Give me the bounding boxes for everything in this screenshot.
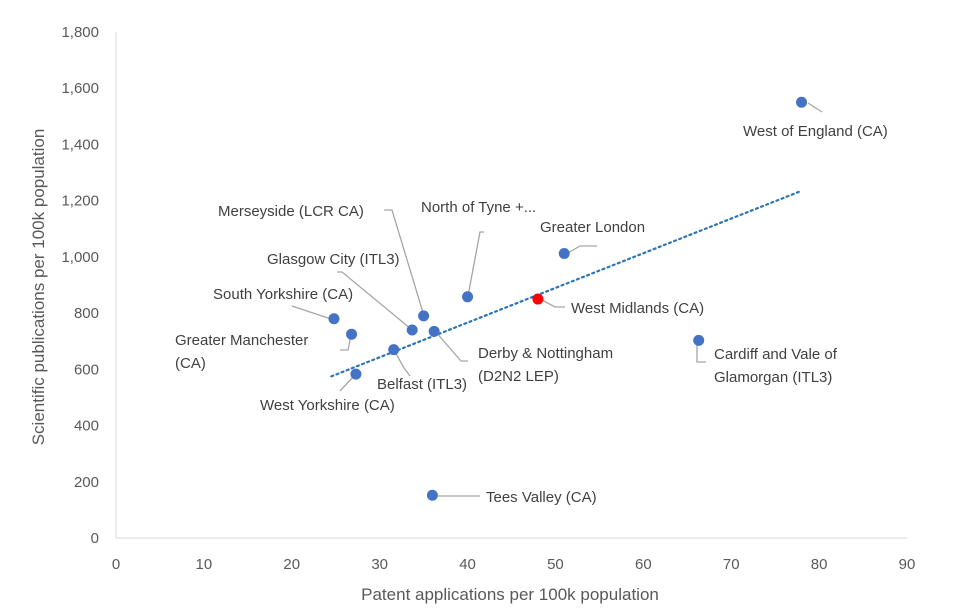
y-tick-label: 1,800: [61, 24, 99, 41]
x-tick-label: 0: [112, 556, 120, 573]
x-axis-title: Patent applications per 100k population: [361, 585, 659, 604]
leader-line: [393, 349, 411, 377]
x-tick-label: 60: [635, 556, 652, 573]
leader-line: [807, 102, 823, 113]
point-label: Greater Manchester: [175, 332, 308, 349]
leader-line: [384, 209, 425, 317]
point-label: Glasgow City (ITL3): [267, 251, 400, 268]
data-point: [462, 291, 474, 303]
x-tick-label: 30: [371, 556, 388, 573]
x-tick-label: 50: [547, 556, 564, 573]
point-label: Greater London: [540, 219, 645, 236]
leader-lines: [291, 102, 823, 497]
point-label: West Midlands (CA): [571, 300, 704, 317]
point-label: Glamorgan (ITL3): [714, 369, 832, 386]
data-point: [558, 248, 570, 260]
data-point: [328, 313, 340, 325]
leader-line: [434, 330, 468, 362]
y-tick-label: 1,200: [61, 193, 99, 210]
point-label: West of England (CA): [743, 123, 888, 140]
data-point: [350, 368, 362, 380]
y-tick-label: 1,000: [61, 249, 99, 266]
data-point: [532, 293, 544, 305]
y-tick-label: 800: [74, 305, 99, 322]
point-label: Belfast (ITL3): [377, 376, 467, 393]
leader-line: [567, 245, 597, 254]
x-tick-label: 90: [899, 556, 916, 573]
y-tick-label: 600: [74, 361, 99, 378]
y-tick-label: 1,600: [61, 80, 99, 97]
leader-line: [339, 376, 354, 392]
y-tick-label: 1,400: [61, 136, 99, 153]
data-point: [693, 334, 705, 346]
point-labels: West of England (CA) Greater LondonNorth …: [175, 123, 888, 506]
data-point: [418, 310, 430, 322]
leader-line: [337, 271, 412, 330]
x-tick-label: 70: [723, 556, 740, 573]
leader-line: [467, 231, 484, 297]
point-label: (CA): [175, 355, 206, 372]
point-label: Derby & Nottingham: [478, 345, 613, 362]
y-tick-label: 200: [74, 474, 99, 491]
x-tick-label: 40: [459, 556, 476, 573]
y-tick-label: 0: [91, 530, 99, 547]
y-axis-title: Scientific publications per 100k populat…: [29, 129, 48, 446]
y-tick-label: 400: [74, 418, 99, 435]
point-label: South Yorkshire (CA): [213, 286, 353, 303]
data-points: [328, 96, 808, 501]
point-label: Tees Valley (CA): [486, 489, 597, 506]
data-point: [426, 489, 438, 501]
point-label: West Yorkshire (CA): [260, 397, 395, 414]
x-tick-labels: 0 10 20 30 40 50 60 70 80 90: [112, 556, 916, 573]
leader-line: [696, 345, 706, 363]
data-point: [406, 324, 418, 336]
data-point: [388, 344, 400, 356]
data-point: [428, 325, 440, 337]
x-tick-label: 10: [196, 556, 213, 573]
point-label: Cardiff and Vale of: [714, 346, 838, 363]
y-tick-labels: 0 200 400 600 800 1,000 1,200 1,400 1,600 1,800: [61, 24, 99, 547]
leader-line: [291, 305, 332, 320]
data-point: [346, 328, 358, 340]
point-label: (D2N2 LEP): [478, 368, 559, 385]
point-label: Merseyside (LCR CA): [218, 203, 364, 220]
trendline: [330, 189, 803, 378]
x-tick-label: 80: [811, 556, 828, 573]
data-point: [796, 96, 808, 108]
point-label: North of Tyne +...: [421, 199, 536, 216]
x-tick-label: 20: [283, 556, 300, 573]
leader-line: [340, 334, 352, 351]
leader-line: [539, 298, 565, 308]
